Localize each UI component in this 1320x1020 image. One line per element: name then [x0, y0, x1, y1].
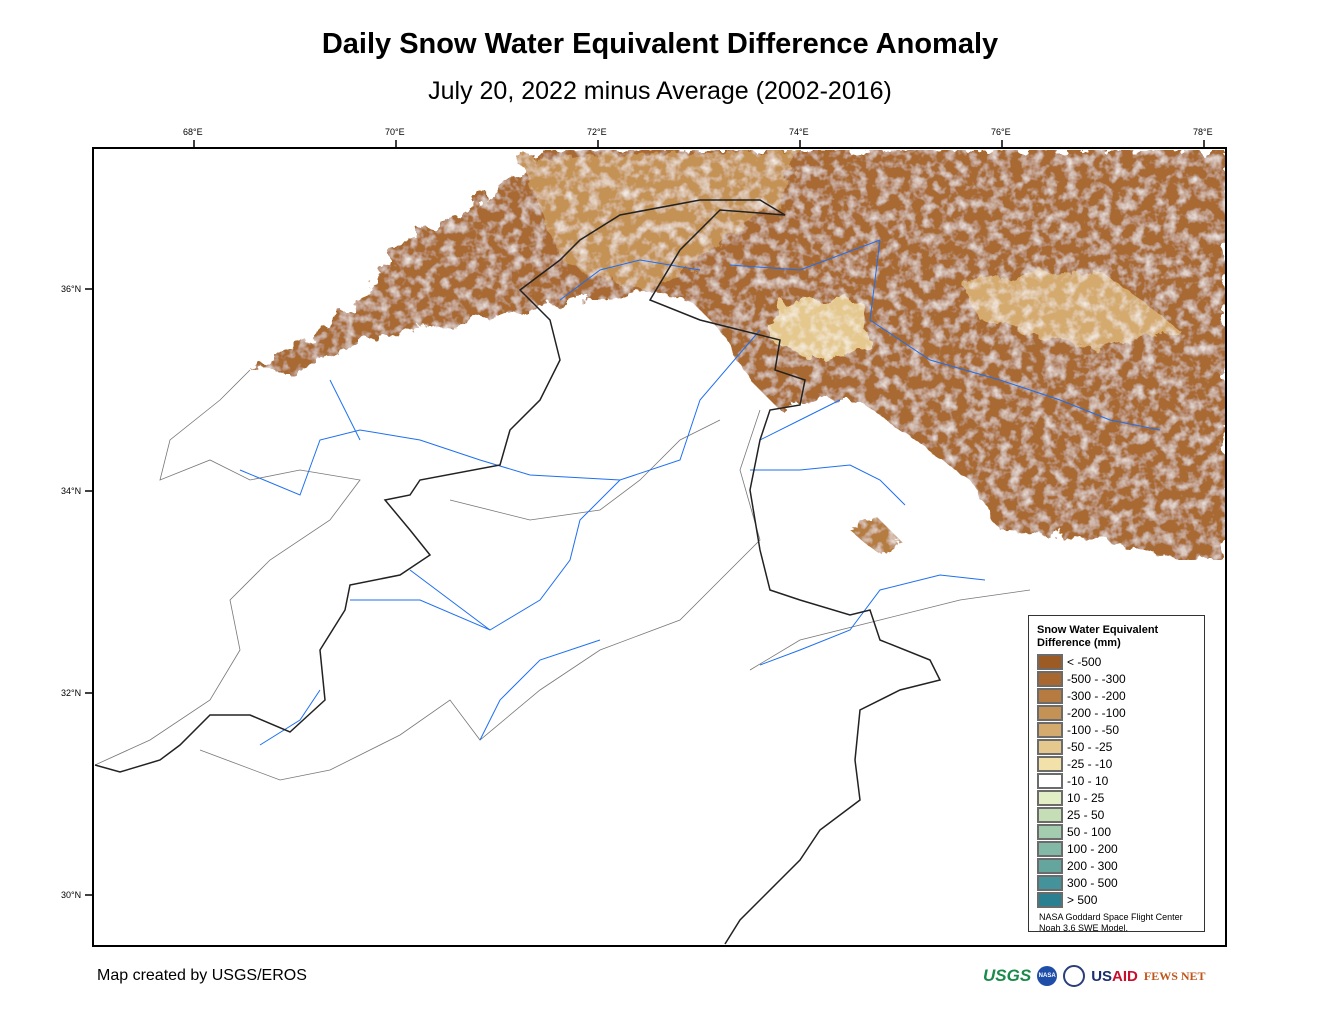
- legend-label: 300 - 500: [1067, 875, 1118, 890]
- legend-swatch: [1037, 857, 1063, 874]
- legend-title: Snow Water Equivalent Difference (mm): [1037, 624, 1204, 650]
- legend-label: 200 - 300: [1067, 858, 1118, 873]
- legend-label: 50 - 100: [1067, 824, 1112, 839]
- legend-swatch: [1037, 653, 1063, 670]
- map-title: Daily Snow Water Equivalent Difference A…: [321, 28, 999, 60]
- legend-item: 300 - 500: [1037, 874, 1204, 891]
- legend-swatch: [1037, 891, 1063, 908]
- legend-swatch: [1037, 772, 1063, 789]
- map-subtitle: July 20, 2022 minus Average (2002-2016): [428, 77, 892, 105]
- legend-label: 100 - 200: [1067, 841, 1118, 856]
- usaid-logo-aid: AID: [1112, 967, 1138, 985]
- usgs-logo: USGS: [983, 966, 1032, 985]
- legend-swatch: [1037, 840, 1063, 857]
- legend-source-line1: NASA Goddard Space Flight Center: [1039, 912, 1183, 922]
- basin-boundaries: [94, 369, 1031, 781]
- country-borders: [94, 199, 942, 945]
- legend-swatch: [1037, 755, 1063, 772]
- legend-label: -25 - -10: [1067, 756, 1113, 771]
- lon-tick-70: 70°E: [385, 127, 405, 137]
- legend-item: 10 - 25: [1037, 789, 1204, 806]
- usaid-seal-icon: [1063, 965, 1086, 987]
- lon-tick-76: 76°E: [991, 127, 1011, 137]
- legend-swatch: [1037, 738, 1063, 755]
- legend-swatch: [1037, 704, 1063, 721]
- map-frame: [92, 147, 1227, 947]
- fews-net-logo: FEWS NET: [1143, 968, 1206, 983]
- lon-tick-78: 78°E: [1193, 127, 1213, 137]
- usaid-logo: USAID: [1091, 968, 1138, 985]
- legend-swatch: [1037, 687, 1063, 704]
- lon-tick-68: 68°E: [183, 127, 203, 137]
- rivers: [239, 239, 1161, 746]
- legend-item: 25 - 50: [1037, 806, 1204, 823]
- legend-source-line2: Noah 3.6 SWE Model.: [1039, 923, 1129, 933]
- lon-tick-74: 74°E: [789, 127, 809, 137]
- graticule-ticks: [85, 140, 1205, 896]
- legend-item: -10 - 10: [1037, 772, 1204, 789]
- legend-item: -100 - -50: [1037, 721, 1204, 738]
- map-legend: Snow Water Equivalent Difference (mm) < …: [1028, 615, 1205, 934]
- legend-title-line1: Snow Water Equivalent: [1037, 624, 1159, 636]
- legend-item: -500 - -300: [1037, 670, 1204, 687]
- lon-tick-72: 72°E: [587, 127, 607, 137]
- lat-tick-36: 36°N: [61, 284, 82, 294]
- legend-label: 10 - 25: [1067, 790, 1105, 805]
- lat-tick-32: 32°N: [61, 688, 82, 698]
- legend-swatch: [1037, 806, 1063, 823]
- legend-swatch: [1037, 823, 1063, 840]
- legend-item: < -500: [1037, 653, 1204, 670]
- map-credit: Map created by USGS/EROS: [97, 967, 307, 984]
- legend-item: -50 - -25: [1037, 738, 1204, 755]
- legend-label: -500 - -300: [1067, 671, 1126, 686]
- legend-label: -50 - -25: [1067, 739, 1113, 754]
- partner-logos: USGS NASA USAID FEWS NET: [983, 965, 1206, 987]
- nasa-logo: NASA: [1037, 966, 1058, 986]
- legend-item: 100 - 200: [1037, 840, 1204, 857]
- legend-swatch: [1037, 670, 1063, 687]
- legend-label: -200 - -100: [1067, 705, 1126, 720]
- legend-label: > 500: [1067, 892, 1098, 907]
- legend-source: NASA Goddard Space Flight Center Noah 3.…: [1039, 912, 1204, 934]
- legend-title-line2: Difference (mm): [1037, 637, 1121, 649]
- legend-label: < -500: [1067, 654, 1102, 669]
- legend-swatch: [1037, 789, 1063, 806]
- lat-tick-30: 30°N: [61, 890, 82, 900]
- legend-label: -100 - -50: [1067, 722, 1120, 737]
- legend-item: -25 - -10: [1037, 755, 1204, 772]
- legend-classes: < -500 -500 - -300 -300 - -200 -200 - -100 -…: [1037, 653, 1204, 908]
- legend-swatch: [1037, 874, 1063, 891]
- legend-item: -300 - -200: [1037, 687, 1204, 704]
- legend-item: > 500: [1037, 891, 1204, 908]
- legend-item: 50 - 100: [1037, 823, 1204, 840]
- legend-label: 25 - 50: [1067, 807, 1105, 822]
- legend-item: 200 - 300: [1037, 857, 1204, 874]
- legend-label: -10 - 10: [1067, 773, 1109, 788]
- lat-tick-34: 34°N: [61, 486, 82, 496]
- legend-item: -200 - -100: [1037, 704, 1204, 721]
- legend-swatch: [1037, 721, 1063, 738]
- usaid-logo-us: US: [1091, 967, 1113, 985]
- legend-label: -300 - -200: [1067, 688, 1126, 703]
